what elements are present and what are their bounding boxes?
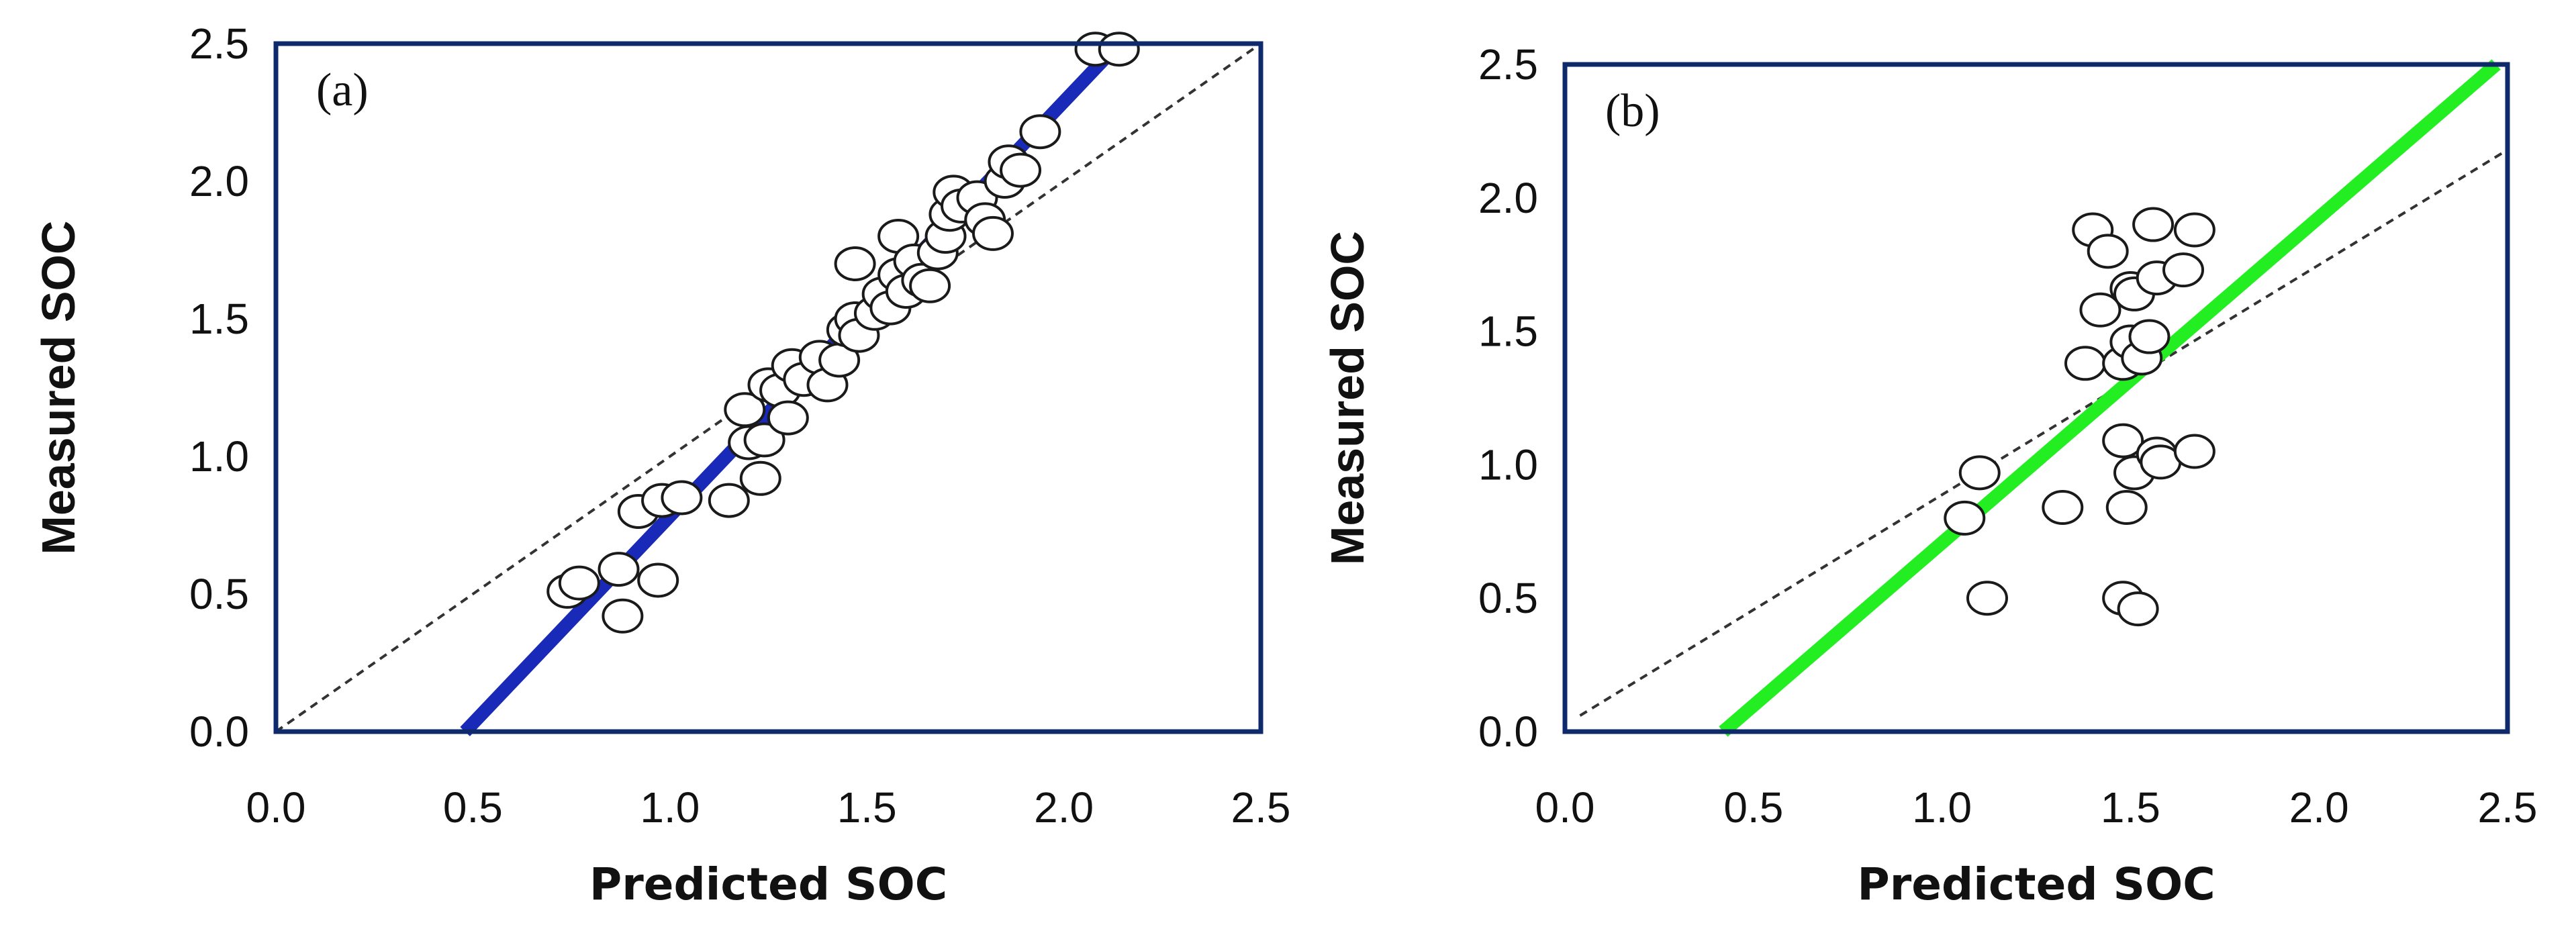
panel-a-x-tick-label: 1.5	[837, 783, 897, 832]
panel-b-data-point	[2105, 490, 2148, 526]
panel-b-data-point	[2128, 319, 2170, 354]
panel-a-data-point	[1000, 152, 1042, 188]
panel-a-data-point	[743, 422, 785, 458]
panel-b-data-point	[2102, 423, 2144, 458]
panel-b-frame	[1562, 62, 2510, 734]
panel-a-y-tick-label: 0.5	[189, 570, 249, 618]
panel-a-data-point	[661, 480, 703, 515]
panel-a-y-tick-label: 0.0	[189, 707, 249, 756]
panel-b-points	[1944, 207, 2215, 627]
panel-a-identity-segment	[275, 42, 1262, 733]
panel-a-x-tick-label: 0.0	[246, 783, 306, 832]
panel-b-y-ticks: 0.0 0.5 1.0 1.5 2.0 2.5	[1478, 40, 1538, 756]
panel-a-y-tick-label: 2.5	[189, 19, 249, 68]
panel-b-data-point	[2117, 591, 2159, 627]
panel-a-data-point	[708, 483, 750, 518]
panel-b-x-tick-label: 0.5	[1723, 783, 1783, 832]
panel-b-y-tick-label: 1.0	[1478, 440, 1538, 489]
panel-a-data-point	[971, 215, 1014, 251]
panel-b-data-point	[2173, 434, 2215, 469]
panel-b-x-tick-label: 1.0	[1912, 783, 1972, 832]
panel-b-identity-line	[1579, 148, 2509, 717]
panel-a-data-point	[834, 246, 876, 281]
panel-a-data-point	[767, 400, 809, 436]
panel-a-data-point	[909, 268, 951, 303]
panel-b: 0.0 0.5 1.0 1.5 2.0 2.5 0.0 0.5 1.0 1.5 2.0 2.5 (b…	[1321, 40, 2537, 910]
panel-b-y-tick-label: 1.5	[1478, 307, 1538, 356]
panel-b-data-point	[2162, 252, 2205, 288]
panel-b-data-point	[2087, 234, 2129, 269]
panel-b-data-point	[2042, 490, 2084, 526]
panel-b-data-point	[2173, 212, 2215, 248]
panel-b-y-tick-label: 0.5	[1478, 574, 1538, 622]
panel-b-x-tick-label: 1.5	[2101, 783, 2160, 832]
panel-b-identity-segment	[1579, 148, 2509, 717]
panel-b-data-point	[1944, 500, 1986, 536]
panel-a-y-ticks: 0.0 0.5 1.0 1.5 2.0 2.5	[189, 19, 249, 756]
panel-a-points	[546, 32, 1140, 634]
panel-a-x-tick-label: 1.0	[640, 783, 700, 832]
panel-b-fit-line	[1719, 59, 2501, 737]
panel-b-data-point	[2064, 346, 2107, 381]
panel-b-y-tick-label: 0.0	[1478, 707, 1538, 756]
panel-b-x-tick-label: 2.0	[2289, 783, 2349, 832]
panel-a-frame	[273, 41, 1263, 734]
panel-a-plot-border	[273, 41, 1263, 734]
panel-b-plot-border	[1562, 62, 2510, 734]
panel-a-data-point	[602, 598, 644, 634]
panel-a-y-tick-label: 2.0	[189, 157, 249, 205]
panel-a-data-point	[1019, 114, 1061, 150]
panel-b-regression-segment	[1719, 59, 2501, 737]
panel-b-x-tick-label: 0.0	[1535, 783, 1595, 832]
panel-a-y-axis-title: Measured SOC	[32, 221, 85, 555]
panel-b-label: (b)	[1605, 85, 1660, 137]
panel-b-data-point	[1966, 581, 2008, 616]
panel-a-data-point	[1098, 32, 1140, 67]
panel-a-x-ticks: 0.0 0.5 1.0 1.5 2.0 2.5	[246, 783, 1291, 832]
panel-a-data-point	[739, 460, 781, 496]
panel-b-y-axis-title: Measured SOC	[1321, 231, 1374, 565]
panel-a-x-tick-label: 2.5	[1231, 783, 1291, 832]
panel-a-x-tick-label: 2.0	[1034, 783, 1094, 832]
panel-a-data-point	[558, 565, 600, 601]
panel-b-x-axis-title: Predicted SOC	[1857, 858, 2215, 910]
panel-a-y-tick-label: 1.0	[189, 432, 249, 481]
panel-a-data-point	[598, 552, 640, 587]
panel-a-x-tick-label: 0.5	[443, 783, 503, 832]
panel-a-data-point	[637, 562, 679, 598]
panel-b-y-tick-label: 2.0	[1478, 174, 1538, 222]
panel-b-x-ticks: 0.0 0.5 1.0 1.5 2.0 2.5	[1535, 783, 2538, 832]
panel-b-data-point	[2079, 292, 2121, 328]
panel-a-x-axis-title: Predicted SOC	[589, 858, 947, 910]
panel-b-data-point	[2132, 207, 2175, 242]
panel-b-x-tick-label: 2.5	[2478, 783, 2538, 832]
panel-a-label: (a)	[316, 64, 369, 116]
panel-b-y-tick-label: 2.5	[1478, 40, 1538, 89]
panel-a: 0.0 0.5 1.0 1.5 2.0 2.5 0.0 0.5 1.0 1.5 2.0 2.5 (a…	[32, 19, 1290, 910]
panel-a-identity-line	[275, 42, 1262, 733]
panel-b-data-point	[1958, 455, 2001, 491]
panel-a-y-tick-label: 1.5	[189, 295, 249, 343]
